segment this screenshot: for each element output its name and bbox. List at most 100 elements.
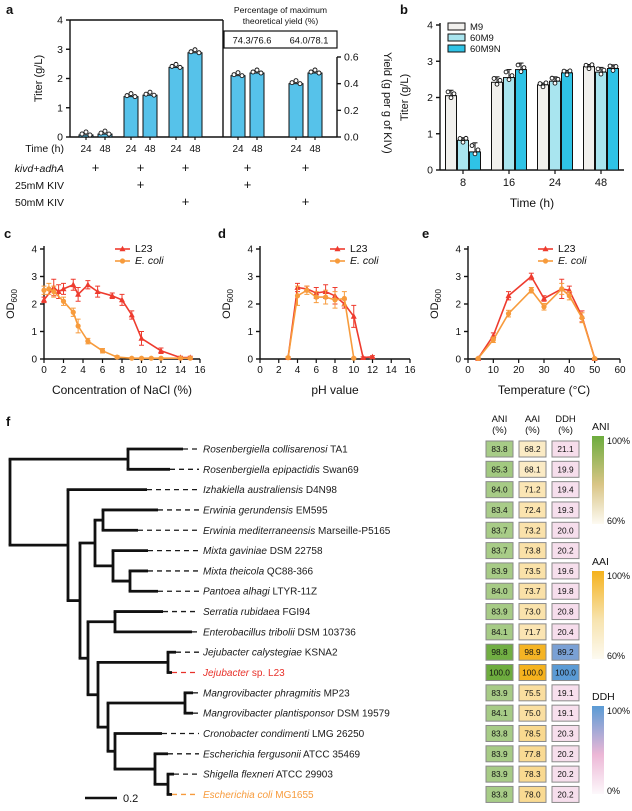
svg-text:0.4: 0.4 [344,78,359,90]
svg-text:Titer (g/L): Titer (g/L) [33,55,45,102]
svg-text:+: + [302,194,310,209]
svg-text:73.2: 73.2 [524,525,541,535]
heatmap-cell-ani [485,745,514,763]
taxon-label: Jejubacter calystegiae KSNA2 [202,648,338,659]
svg-text:+: + [182,194,190,209]
svg-text:3: 3 [247,272,253,283]
heatmap-cell-ani [485,481,514,499]
svg-text:19.4: 19.4 [557,485,574,495]
svg-text:48: 48 [144,144,156,155]
svg-text:78.5: 78.5 [524,728,541,738]
svg-text:73.5: 73.5 [524,566,541,576]
panel-c-series-E--coli [41,282,193,361]
svg-text:20.0: 20.0 [557,525,574,535]
svg-text:83.4: 83.4 [491,505,508,515]
svg-text:10: 10 [136,365,148,376]
taxon-label: Serratia rubidaea FGI94 [203,607,311,618]
legend-gradient-DDH [592,706,604,794]
svg-text:84.1: 84.1 [491,708,508,718]
svg-text:71.2: 71.2 [524,485,541,495]
heatmap-cell-ani [485,542,514,560]
svg-text:19.6: 19.6 [557,566,574,576]
svg-text:ANI: ANI [592,421,610,433]
heatmap-cell-ani [485,643,514,661]
svg-text:100.0: 100.0 [489,668,510,678]
svg-text:pH value: pH value [311,383,359,397]
panel-a-plot: 0 1 2 3 4 Titer (g/L) 0.0 0.2 0.4 0.6 Yield (g per… [33,15,392,154]
svg-text:68.1: 68.1 [524,464,541,474]
svg-text:1: 1 [247,327,253,338]
svg-text:20.8: 20.8 [557,607,574,617]
heatmap-cell-aai [518,704,547,722]
taxon-label: Mixta theicola QC88-366 [203,566,313,577]
svg-text:0.0: 0.0 [344,132,359,144]
svg-text:L23: L23 [135,243,153,255]
svg-text:2: 2 [455,300,461,311]
heatmap-cell-ddh [551,623,580,641]
heatmap-cell-aai [518,684,547,702]
svg-text:0: 0 [247,355,253,366]
svg-text:100%: 100% [607,436,630,446]
svg-text:4: 4 [57,15,63,27]
panel-a-titer-yield-bar-chart: a 0 1 2 3 4 Titer (g/L) 0.0 0.2 0.4 0.6 Yield (g pe… [6,2,392,209]
svg-text:0.2: 0.2 [123,793,138,805]
metric-gradient-legends: ANI 100% 60% AAI 100% 60% DDH 100% 0% [592,421,630,796]
svg-text:4: 4 [427,20,433,32]
heatmap-cell-ddh [551,643,580,661]
svg-text:50mM KIV: 50mM KIV [15,197,64,209]
svg-text:24: 24 [232,144,244,155]
svg-text:Time (h): Time (h) [25,143,64,155]
svg-text:6: 6 [100,365,106,376]
heatmap-cell-aai [518,562,547,580]
taxon-label: Jejubacter sp. L23 [202,668,285,679]
svg-text:68.2: 68.2 [524,444,541,454]
ani-aai-ddh-heatmap: ANI(%)AAI(%)DDH(%)83.8 68.2 21.185.3 68.1 19… [485,414,580,803]
heatmap-cell-aai [518,724,547,742]
svg-text:Time (h): Time (h) [510,196,554,210]
svg-text:20: 20 [513,365,525,376]
heatmap-cell-ddh [551,724,580,742]
svg-text:DDH: DDH [555,414,576,425]
svg-text:100.0: 100.0 [522,668,543,678]
svg-text:60%: 60% [607,651,625,661]
svg-text:Percentage of maximum: Percentage of maximum [234,5,327,15]
svg-text:OD600: OD600 [221,289,235,319]
heatmap-cell-ani [485,603,514,621]
svg-text:48: 48 [309,144,321,155]
heatmap-cell-ani [485,765,514,783]
legend-gradient-ANI [592,436,604,524]
svg-text:40: 40 [564,365,576,376]
svg-text:21.1: 21.1 [557,444,574,454]
svg-text:19.1: 19.1 [557,688,574,698]
svg-text:73.8: 73.8 [524,546,541,556]
svg-text:4: 4 [80,365,86,376]
svg-text:75.5: 75.5 [524,688,541,698]
svg-text:4: 4 [455,245,461,256]
svg-text:84.1: 84.1 [491,627,508,637]
svg-text:30: 30 [538,365,550,376]
svg-text:2: 2 [57,73,63,85]
svg-text:75.0: 75.0 [524,708,541,718]
heatmap-cell-aai [518,785,547,803]
svg-text:0: 0 [465,365,471,376]
svg-text:AAI: AAI [592,556,609,568]
panel-a-bars [78,47,323,140]
svg-text:2: 2 [276,365,282,376]
taxon-label: Mangrovibacter phragmitis MP23 [203,688,350,699]
svg-text:OD600: OD600 [429,289,443,319]
heatmap-cell-ddh [551,603,580,621]
svg-text:100%: 100% [607,706,630,716]
heatmap-cell-ani [485,460,514,478]
taxon-label: Enterobacillus tribolii DSM 103736 [203,627,356,638]
svg-text:4: 4 [247,245,253,256]
heatmap-cell-aai [518,643,547,661]
svg-text:Temperature (°C): Temperature (°C) [498,383,590,397]
heatmap-cell-ddh [551,582,580,600]
svg-text:3: 3 [455,272,461,283]
svg-text:E. coli: E. coli [558,255,587,267]
svg-text:+: + [244,177,252,192]
panel-a-condition-matrix: kivd+adhA + + + + +25mM KIV + +50mM KIV + + [15,160,310,209]
svg-text:60: 60 [614,365,626,376]
